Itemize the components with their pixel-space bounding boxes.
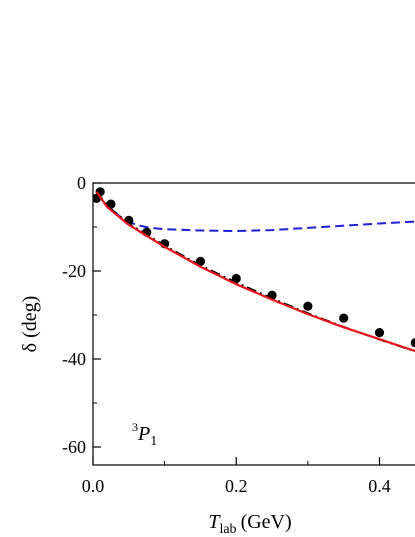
y-tick-label: -60 xyxy=(62,437,86,457)
y-tick-label: 0 xyxy=(77,173,86,193)
data-point xyxy=(339,313,349,323)
y-tick-label: -20 xyxy=(62,261,86,281)
theory-curve-red-solid xyxy=(95,191,415,353)
x-axis-title-sub: lab xyxy=(219,522,236,537)
y-axis-title: δ (deg) xyxy=(19,296,41,353)
x-tick-label: 0.0 xyxy=(82,476,105,496)
points-layer xyxy=(93,187,415,353)
series-layer xyxy=(95,191,415,353)
data-point xyxy=(303,301,313,311)
x-tick-label: 0.4 xyxy=(368,476,391,496)
theory-curve-blue-dashed xyxy=(95,191,415,232)
plot-frame xyxy=(92,182,415,466)
data-point xyxy=(410,338,415,348)
x-axis-title-unit: (GeV) xyxy=(241,511,292,533)
data-point xyxy=(374,328,385,338)
data-point xyxy=(106,199,116,209)
partial-wave-sup: 3 xyxy=(132,420,138,434)
data-point xyxy=(195,256,206,266)
partial-wave-label: 3P1 xyxy=(132,420,157,449)
data-point xyxy=(231,273,241,284)
x-axis-title: Tlab (GeV) xyxy=(208,511,291,537)
partial-wave-main: P xyxy=(137,423,150,445)
x-axis-title-main: T xyxy=(208,511,221,533)
partial-wave-sub: 1 xyxy=(150,434,157,449)
ticks-layer: 0.00.20.40.60.80-20-40-60 xyxy=(62,173,391,496)
y-tick-label: -40 xyxy=(62,349,86,369)
x-tick-label: 0.2 xyxy=(225,476,248,496)
